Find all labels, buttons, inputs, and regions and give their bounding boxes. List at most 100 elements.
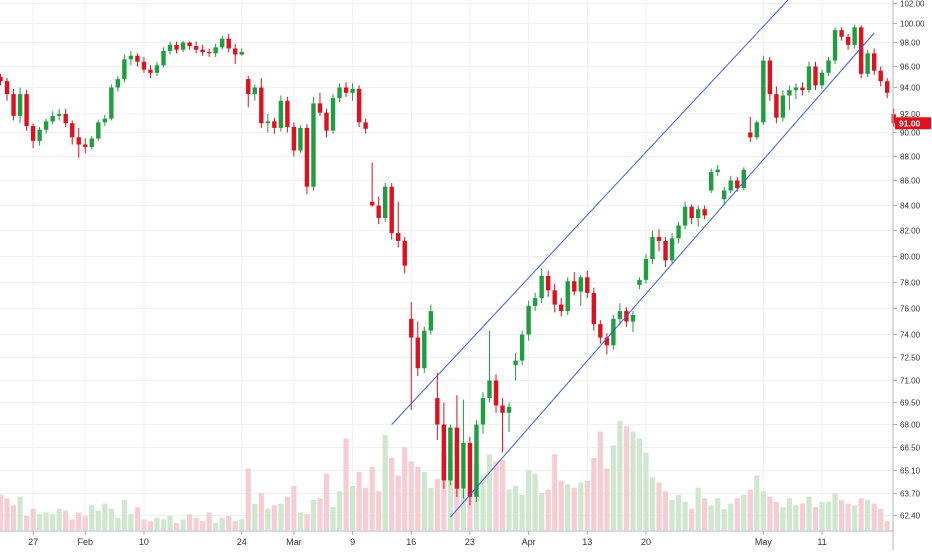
volume-bar <box>278 503 284 530</box>
candle-body <box>304 127 310 187</box>
candle-body <box>761 60 766 123</box>
volume-bar <box>349 486 356 530</box>
candle-body <box>4 81 10 95</box>
candle-body <box>43 121 49 130</box>
volume-bar <box>512 486 519 530</box>
volume-bar <box>173 522 180 530</box>
candle-body <box>787 90 792 96</box>
volume-bar <box>141 519 147 530</box>
volume-bar <box>291 486 297 530</box>
candle-body <box>311 103 316 187</box>
candle-body <box>396 233 401 241</box>
candle-body <box>858 27 864 74</box>
x-tick-label: 24 <box>237 537 247 547</box>
volume-bar <box>154 517 160 530</box>
candle-body <box>154 65 160 73</box>
volume-bar <box>858 498 864 530</box>
candle-body <box>246 79 251 95</box>
volume-bar <box>343 438 349 530</box>
candle-body <box>643 259 649 280</box>
candle-body <box>539 276 544 299</box>
volume-bar <box>37 514 43 530</box>
x-tick-label: 23 <box>465 537 475 547</box>
x-tick-label: 9 <box>350 537 355 547</box>
y-tick-label: 100.00 <box>900 20 925 29</box>
candle-body <box>878 70 883 82</box>
volume-bar <box>147 521 154 530</box>
candle-body <box>461 442 466 489</box>
candle-body <box>135 55 140 62</box>
volume-bar <box>845 503 851 530</box>
candle-body <box>767 60 773 95</box>
volume-bar <box>571 487 577 530</box>
candle-body <box>122 59 127 80</box>
volume-bar <box>695 487 701 530</box>
volume-bar <box>200 521 206 530</box>
volume-bar <box>239 519 245 530</box>
x-tick-label: May <box>755 537 773 547</box>
volume-bar <box>10 505 17 530</box>
candle-body <box>526 305 531 335</box>
volume-bar <box>43 512 49 530</box>
x-tick-label: 10 <box>139 537 149 547</box>
candle-body <box>343 87 349 93</box>
candle-body <box>813 66 818 86</box>
candle-body <box>219 38 225 48</box>
candle-body <box>382 186 388 218</box>
candle-body <box>487 380 492 399</box>
candle-body <box>806 66 812 91</box>
candle-body <box>298 127 303 151</box>
y-tick-label: 65.10 <box>900 467 921 476</box>
volume-bar <box>636 438 643 530</box>
volume-bar <box>773 501 779 530</box>
volume-bar <box>304 514 310 530</box>
x-tick-label: 16 <box>406 537 416 547</box>
x-tick-label: Feb <box>78 537 94 547</box>
candle-body <box>148 69 153 73</box>
candle-body <box>722 190 727 200</box>
candle-body <box>467 442 473 497</box>
volume-bar <box>17 496 23 530</box>
volume-bar <box>421 471 427 530</box>
candle-body <box>780 95 786 118</box>
volume-bar <box>819 501 825 530</box>
price-axis[interactable]: 62.40 63.70 65.10 66.50 68.00 69.50 71.00 72.50… <box>892 0 925 550</box>
volume-bar <box>232 521 238 530</box>
volume-bar <box>499 459 506 530</box>
volume-bar <box>806 496 812 530</box>
candle-body <box>513 360 518 366</box>
y-tick-label: 88.00 <box>900 153 921 162</box>
candle-body <box>591 292 597 325</box>
volume-bar <box>271 505 277 530</box>
volume-bar <box>213 522 219 530</box>
volume-bar <box>434 478 440 530</box>
candle-body <box>76 137 81 145</box>
candle-body <box>141 61 147 70</box>
y-tick-label: 68.00 <box>900 421 921 430</box>
candle-body <box>663 240 668 261</box>
candle-body <box>839 30 844 37</box>
volume-bar <box>760 491 766 530</box>
volume-bar <box>180 519 186 530</box>
candle-body <box>330 98 336 131</box>
candle-body <box>428 311 434 331</box>
volume-bar <box>76 512 82 530</box>
y-tick-label: 84.00 <box>900 202 921 211</box>
candle-body <box>17 94 23 116</box>
candle-body <box>702 209 707 216</box>
candle-body <box>532 298 538 306</box>
volume-bar <box>447 461 453 530</box>
candle-body <box>11 94 16 116</box>
volume-bar <box>395 475 401 530</box>
channel-line <box>450 32 875 518</box>
volume-bar <box>0 494 4 530</box>
volume-bar <box>323 473 330 530</box>
y-tick-label: 96.00 <box>900 63 921 72</box>
volume-bar <box>460 489 467 530</box>
candle-body <box>193 46 199 50</box>
volume-bar <box>675 494 682 530</box>
y-tick-label: 98.00 <box>900 39 921 48</box>
y-tick-label: 94.00 <box>900 84 921 93</box>
volume-bar <box>95 510 101 530</box>
time-axis[interactable]: 27 Feb 10 24 Mar 9 16 23 Apr 13 20 May 11 <box>0 530 893 547</box>
